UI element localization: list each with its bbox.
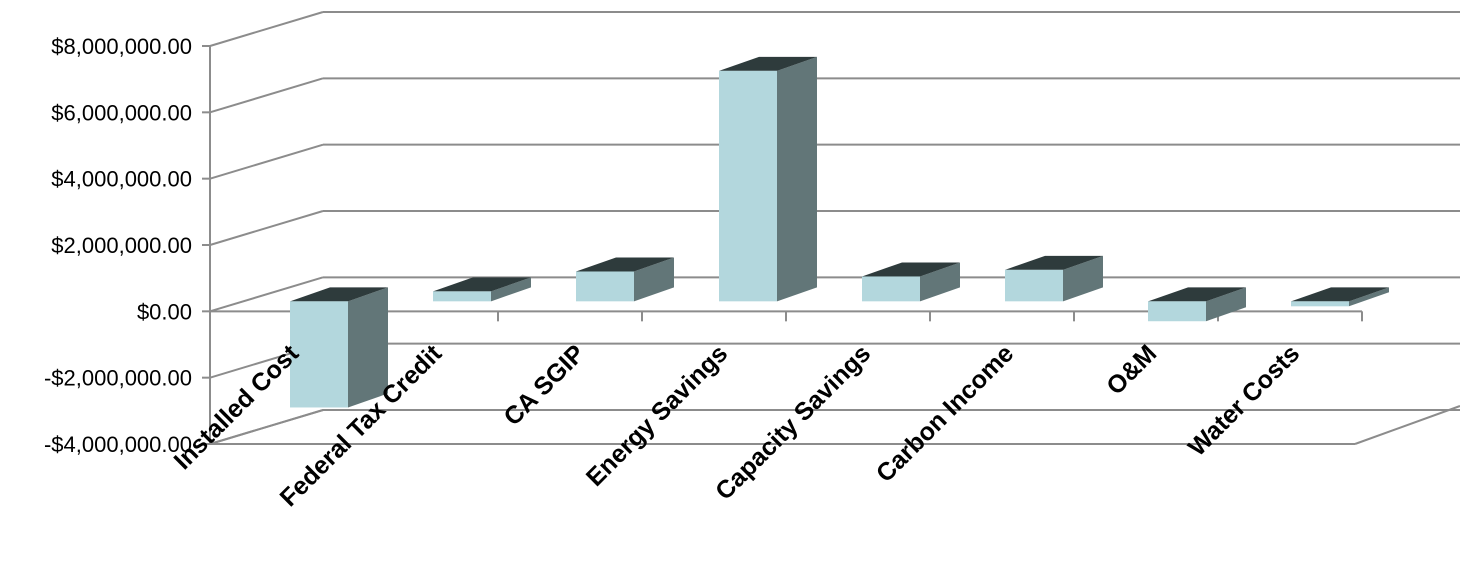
gridline-side — [209, 77, 324, 114]
bar-front — [290, 301, 348, 408]
bar-top — [1005, 255, 1103, 270]
bar-side — [1349, 287, 1389, 307]
bar — [433, 277, 531, 302]
y-tick-label: $0.00 — [137, 299, 192, 324]
bar-front — [1148, 301, 1206, 322]
y-tick-label: -$2,000,000.00 — [44, 366, 192, 391]
gridline-side — [209, 210, 324, 246]
bar — [1005, 255, 1103, 302]
bar-side — [491, 277, 531, 302]
bar-top — [576, 257, 674, 272]
bar-front — [862, 276, 920, 302]
x-category-label: Installed Cost — [169, 339, 305, 475]
gridline-side — [209, 276, 324, 313]
bar — [862, 262, 960, 302]
bar — [290, 287, 388, 408]
bar — [576, 257, 674, 302]
bar-front — [1005, 269, 1063, 302]
x-category-label: O&M — [1101, 339, 1162, 400]
y-axis-tick-labels: $8,000,000.00 $6,000,000.00 $4,000,000.00 $… — [44, 34, 192, 457]
y-tick-label: $2,000,000.00 — [51, 233, 192, 258]
bar-side — [777, 56, 817, 302]
bar — [719, 56, 817, 302]
bar-top — [1148, 287, 1246, 302]
gridline-side — [209, 143, 324, 180]
bar — [1291, 287, 1389, 307]
x-category-label: CA SGIP — [498, 339, 590, 431]
bar-side — [1063, 255, 1103, 302]
bar-front — [433, 291, 491, 302]
gridline-side — [209, 11, 324, 47]
floor-back-edge — [209, 409, 1460, 445]
bar-top — [433, 277, 531, 292]
bar-front — [576, 271, 634, 302]
bar-top — [1291, 287, 1389, 302]
bar-top — [862, 262, 960, 277]
bar-side — [634, 257, 674, 302]
y-tick-label: -$4,000,000.00 — [44, 432, 192, 457]
x-category-label: Carbon Income — [871, 339, 1020, 488]
y-tick-label: $8,000,000.00 — [51, 34, 192, 59]
x-category-label: Energy Savings — [581, 339, 733, 491]
y-tick-label: $4,000,000.00 — [51, 167, 192, 192]
bar — [1148, 287, 1246, 322]
x-category-label: Capacity Savings — [710, 339, 876, 505]
floor-right-edge — [1354, 405, 1460, 445]
bar-front — [1291, 301, 1349, 307]
bar-front — [719, 70, 777, 302]
bars — [290, 56, 1389, 408]
bar-top — [290, 287, 388, 302]
bar-side — [348, 287, 388, 408]
y-tick-label: $6,000,000.00 — [51, 100, 192, 125]
bar-top — [719, 56, 817, 71]
bar-side — [1206, 287, 1246, 322]
bar-side — [920, 262, 960, 302]
